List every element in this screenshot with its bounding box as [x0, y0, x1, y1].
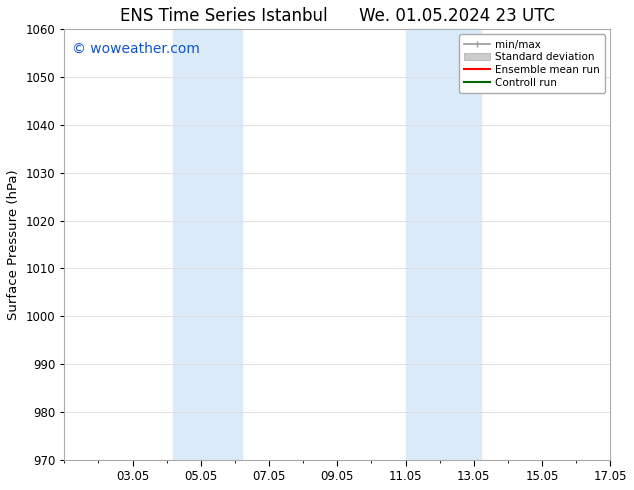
Text: © woweather.com: © woweather.com — [72, 42, 200, 56]
Bar — [406, 29, 481, 460]
Bar — [174, 29, 242, 460]
Legend: min/max, Standard deviation, Ensemble mean run, Controll run: min/max, Standard deviation, Ensemble me… — [458, 34, 605, 93]
Title: ENS Time Series Istanbul      We. 01.05.2024 23 UTC: ENS Time Series Istanbul We. 01.05.2024 … — [120, 7, 555, 25]
Y-axis label: Surface Pressure (hPa): Surface Pressure (hPa) — [7, 169, 20, 320]
